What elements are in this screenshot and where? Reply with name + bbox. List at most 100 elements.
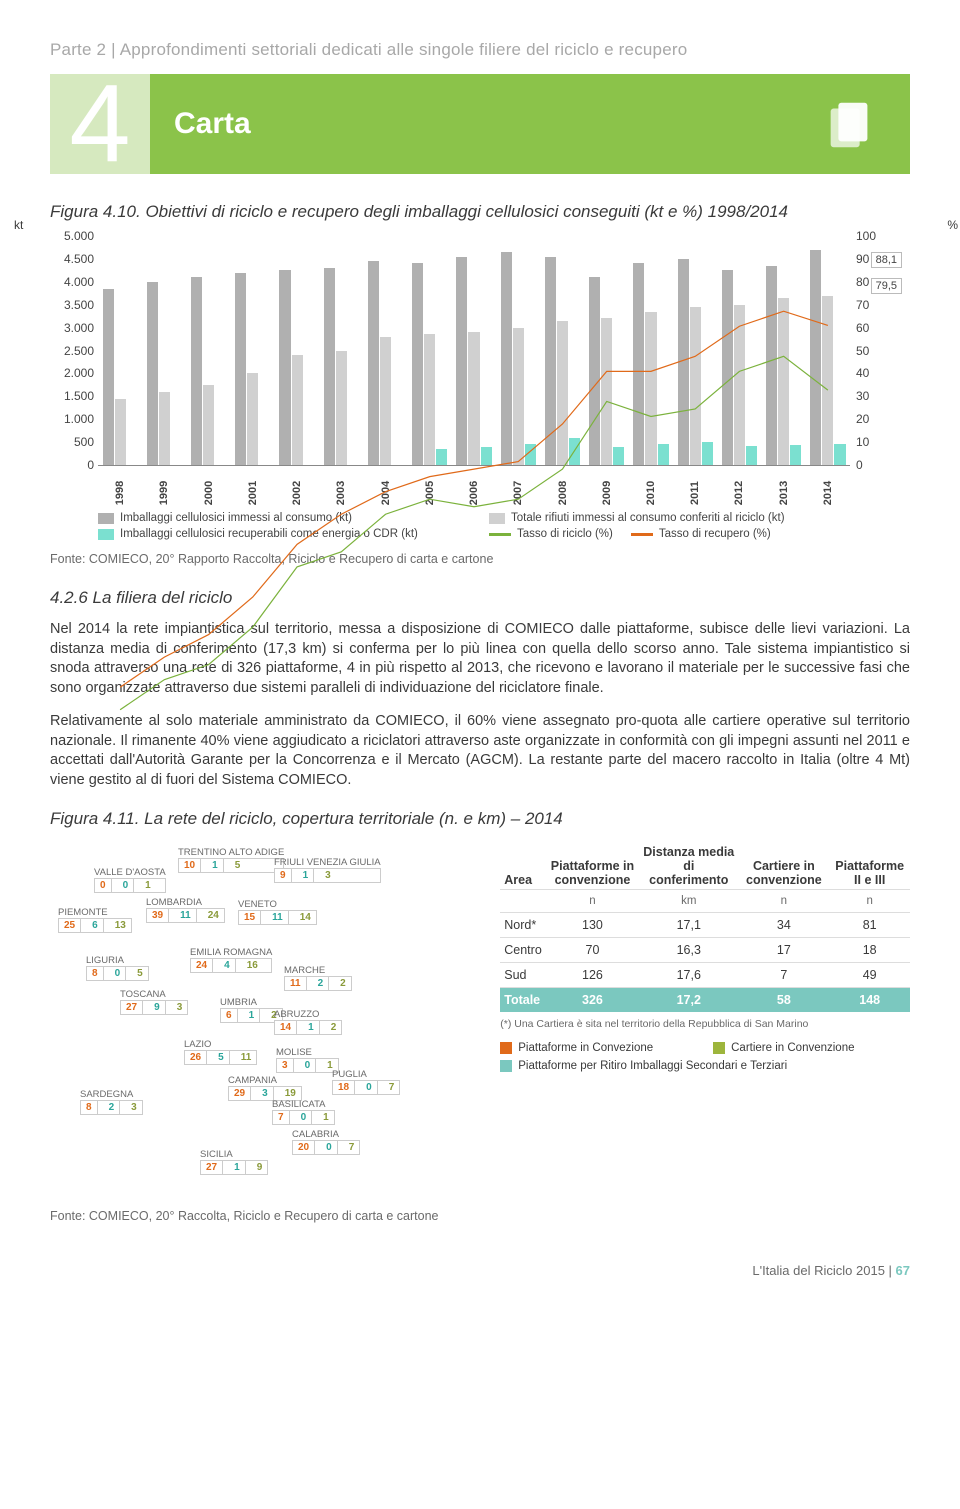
year-column: 2011: [678, 236, 713, 465]
chart-bar: [545, 257, 556, 465]
chart-bar: [380, 337, 391, 465]
year-label: 2007: [512, 481, 524, 505]
map-region: MOLISE301: [276, 1047, 339, 1073]
figure-411-title: Figura 4.11. La rete del riciclo, copert…: [50, 809, 910, 829]
page-number: 67: [896, 1263, 910, 1278]
year-label: 2004: [380, 481, 392, 505]
chart-bar: [501, 252, 512, 465]
map-region: VALLE D'AOSTA001: [94, 867, 166, 893]
year-column: 2002: [279, 236, 314, 465]
bottom-source: Fonte: COMIECO, 20° Raccolta, Riciclo e …: [50, 1209, 910, 1223]
table-row: Sud12617,6749: [500, 962, 910, 987]
year-column: 1998: [103, 236, 138, 465]
italy-region-map: VALLE D'AOSTA001 PIEMONTE25613 LOMBARDIA39…: [50, 839, 480, 1169]
legend-riciclo: Tasso di riciclo (%): [517, 528, 613, 540]
map-legend-label: Piattaforme in Convezione: [518, 1042, 653, 1054]
y-right-tick: 90: [856, 252, 890, 266]
year-column: 2000: [191, 236, 226, 465]
chapter-number: 4: [50, 74, 150, 174]
map-region: LOMBARDIA391124: [146, 897, 225, 923]
chart-bar: [678, 259, 689, 465]
table-header: Piattaforme II e III: [829, 839, 910, 890]
chart-bar: [613, 447, 624, 465]
y-left-tick: 3.000: [54, 321, 94, 335]
map-region: SICILIA2719: [200, 1149, 268, 1175]
chart-bar: [247, 373, 258, 465]
chart-bar: [292, 355, 303, 465]
map-region: CAMPANIA29319: [228, 1075, 302, 1101]
chart-bar: [203, 385, 214, 465]
map-region: CALABRIA2007: [292, 1129, 360, 1155]
year-label: 2008: [557, 481, 569, 505]
map-region: BASILICATA701: [272, 1099, 335, 1125]
year-column: 2006: [456, 236, 491, 465]
year-label: 2003: [335, 481, 347, 505]
chart-bar: [525, 444, 536, 465]
map-region: ABRUZZO1412: [274, 1009, 342, 1035]
year-column: 2007: [501, 236, 536, 465]
legend-conferiti: Totale rifiuti immessi al consumo confer…: [511, 512, 785, 524]
map-region: PIEMONTE25613: [58, 907, 132, 933]
chart-bar: [822, 296, 833, 465]
legend-consumo: Imballaggi cellulosici immessi al consum…: [120, 512, 352, 524]
year-column: 1999: [147, 236, 182, 465]
chart-bar: [734, 305, 745, 465]
year-column: 2013: [766, 236, 801, 465]
y-right-tick: 100: [856, 229, 890, 243]
breadcrumb: Parte 2 | Approfondimenti settoriali ded…: [50, 40, 910, 60]
map-region: FRIULI VENEZIA GIULIA913: [274, 857, 381, 883]
y-left-tick: 4.000: [54, 275, 94, 289]
chart-bar: [456, 257, 467, 465]
chart-bar: [279, 270, 290, 465]
map-region: LIGURIA805: [86, 955, 149, 981]
chart-bar: [746, 446, 757, 465]
chapter-banner: 4 Carta: [50, 74, 910, 174]
chart-bar: [690, 307, 701, 465]
chart-bar: [424, 334, 435, 465]
year-column: 2012: [722, 236, 757, 465]
map-legend: Piattaforme in Convezione Cartiere in Con…: [500, 1042, 910, 1072]
chart-bar: [412, 263, 423, 465]
y-right-tick: 30: [856, 389, 890, 403]
year-label: 2011: [689, 481, 701, 505]
map-legend-label: Cartiere in Convenzione: [731, 1042, 854, 1054]
section-426-heading: 4.2.6 La filiera del riciclo: [50, 588, 910, 608]
map-region: EMILIA ROMAGNA24416: [190, 947, 272, 973]
table-header: Area: [500, 839, 546, 890]
section-426-p2: Relativamente al solo materiale amminist…: [50, 712, 910, 790]
year-column: 2014: [810, 236, 845, 465]
figure-410-source: Fonte: COMIECO, 20° Rapporto Raccolta, R…: [50, 552, 910, 566]
chart-bar: [115, 399, 126, 465]
chart-bar: [834, 444, 845, 465]
year-column: 2008: [545, 236, 580, 465]
y-left-tick: 0: [54, 458, 94, 472]
chart-bar: [368, 261, 379, 465]
year-label: 2012: [733, 481, 745, 505]
year-label: 1998: [114, 481, 126, 505]
year-column: 2003: [324, 236, 359, 465]
y-right-tick: 40: [856, 366, 890, 380]
year-label: 2005: [424, 481, 436, 505]
table-header: Distanza media di conferimento: [639, 839, 738, 890]
chart-bar: [569, 438, 580, 465]
table-total-row: Totale32617,258148: [500, 987, 910, 1012]
map-legend-label: Piattaforme per Ritiro Imballaggi Second…: [518, 1060, 787, 1072]
year-column: 2010: [633, 236, 668, 465]
year-label: 2013: [778, 481, 790, 505]
chart-bar: [557, 321, 568, 465]
chart-bar: [722, 270, 733, 465]
chart-bar: [633, 263, 644, 465]
chart-bar: [645, 312, 656, 465]
chart-legend: Imballaggi cellulosici immessi al consum…: [98, 512, 850, 540]
y-right-tick: 50: [856, 344, 890, 358]
y-left-tick: 5.000: [54, 229, 94, 243]
chart-bar: [778, 298, 789, 465]
map-region: MARCHE1122: [284, 965, 352, 991]
page-footer: L'Italia del Riciclo 2015 | 67: [50, 1263, 910, 1278]
year-column: 2001: [235, 236, 270, 465]
figure-410-title: Figura 4.10. Obiettivi di riciclo e recu…: [50, 202, 910, 222]
legend-recupero: Tasso di recupero (%): [659, 528, 771, 540]
year-column: 2004: [368, 236, 403, 465]
year-column: 2009: [589, 236, 624, 465]
year-label: 2006: [468, 481, 480, 505]
